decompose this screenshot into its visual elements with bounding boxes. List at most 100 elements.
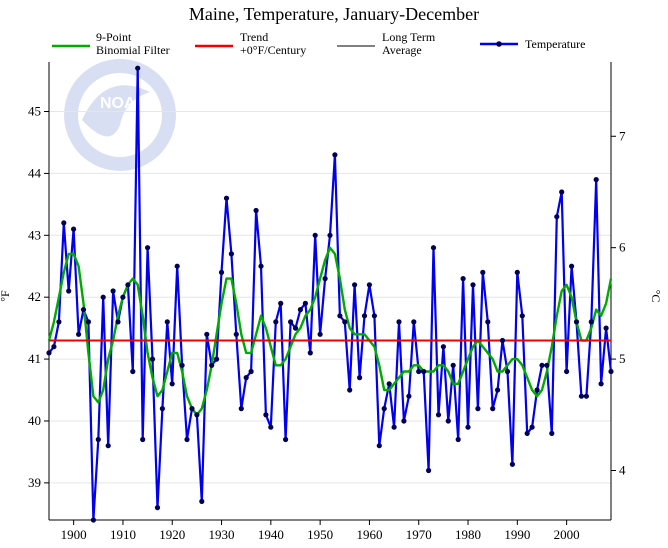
temperature-point-1999 [559, 189, 565, 195]
temperature-point-1990 [514, 269, 520, 275]
temperature-point-1896 [51, 344, 57, 350]
temperature-point-1944 [288, 319, 294, 325]
noaa-watermark-logo: NOAA [64, 59, 176, 171]
temperature-point-1970 [416, 368, 422, 375]
temperature-point-1984 [485, 319, 491, 325]
temperature-point-1975 [440, 344, 446, 350]
temperature-point-1913 [135, 65, 141, 71]
temperature-point-1937 [253, 207, 259, 214]
x-tick-label-1960: 1960 [356, 527, 382, 542]
temperature-point-1907 [105, 443, 111, 449]
binomial-filter-series-line [47, 246, 613, 416]
y-tick-label-f-40: 40 [28, 413, 41, 428]
temperature-point-1969 [411, 319, 417, 325]
temperature-point-1914 [140, 436, 146, 443]
temperature-point-1965 [391, 424, 397, 430]
temperature-point-1961 [371, 313, 377, 319]
temperature-point-1964 [386, 381, 392, 387]
temperature-point-1928 [209, 362, 215, 368]
temperature-point-1910 [120, 294, 126, 300]
temperature-point-1991 [519, 313, 525, 319]
legend-average-label-line2: Average [382, 43, 422, 57]
temperature-point-1925 [194, 412, 200, 418]
temperature-point-1921 [174, 263, 180, 269]
x-tick-label-1900: 1900 [61, 527, 87, 542]
temperature-point-2006 [593, 177, 599, 183]
temperature-point-1908 [110, 288, 116, 294]
temperature-point-1917 [154, 505, 161, 511]
temperature-point-2007 [598, 381, 604, 387]
y-tick-label-c-5: 5 [619, 351, 626, 366]
temperature-point-1929 [214, 356, 220, 362]
temperature-point-1916 [149, 356, 156, 362]
x-tick-label-1990: 1990 [504, 527, 530, 542]
temperature-point-1960 [366, 282, 372, 288]
y-tick-label-f-42: 42 [28, 289, 41, 304]
temperature-point-1979 [460, 276, 466, 282]
temperature-point-1967 [401, 418, 407, 424]
temperature-point-1977 [450, 362, 456, 368]
y-tick-label-c-7: 7 [619, 128, 626, 143]
temperature-point-1948 [307, 350, 313, 356]
temperature-point-2005 [588, 319, 594, 325]
temperature-point-1940 [268, 424, 274, 430]
temperature-point-1955 [342, 319, 348, 325]
temperature-point-2000 [564, 368, 570, 375]
temperature-point-1931 [223, 195, 230, 201]
temperature-point-1920 [169, 381, 175, 387]
temperature-point-1922 [179, 362, 185, 368]
temperature-point-1973 [430, 245, 437, 251]
temperature-point-1968 [406, 393, 412, 399]
y-axis-label-right: °C [649, 290, 663, 303]
temperature-point-1954 [337, 313, 343, 319]
temperature-point-1995 [539, 362, 545, 368]
temperature-point-1998 [554, 214, 560, 220]
temperature-point-1974 [435, 412, 442, 418]
x-tick-label-1970: 1970 [406, 527, 432, 542]
temperature-point-1906 [100, 294, 106, 300]
temperature-point-1912 [130, 368, 136, 375]
temperature-point-1947 [302, 300, 308, 306]
x-tick-label-1940: 1940 [258, 527, 284, 542]
temperature-point-1934 [238, 406, 244, 412]
temperature-point-1980 [465, 424, 471, 430]
temperature-point-1949 [312, 232, 318, 238]
temperature-point-1941 [273, 319, 279, 325]
y-tick-label-f-39: 39 [28, 475, 41, 490]
y-tick-label-f-43: 43 [28, 227, 41, 242]
temperature-point-1895 [46, 350, 52, 356]
temperature-point-1918 [159, 406, 165, 412]
temperature-point-2004 [583, 393, 590, 399]
x-tick-label-2000: 2000 [554, 527, 580, 542]
temperature-point-1982 [475, 406, 481, 412]
svg-text:NOAA: NOAA [100, 95, 148, 112]
temperature-point-1953 [332, 152, 338, 158]
temperature-point-1962 [376, 443, 382, 449]
legend: 9-Point Binomial Filter Trend +0°F/Centu… [52, 30, 585, 57]
temperature-point-2002 [573, 319, 580, 325]
y-tick-label-f-45: 45 [28, 104, 41, 119]
temperature-point-1935 [243, 375, 249, 381]
temperature-point-1963 [381, 406, 387, 412]
temperature-point-1898 [61, 220, 67, 226]
temperature-point-1903 [85, 319, 91, 325]
legend-filter-label-line1: 9-Point [96, 30, 132, 44]
temperature-point-1956 [347, 387, 353, 393]
temperature-point-2003 [578, 393, 585, 399]
chart-title: Maine, Temperature, January-December [189, 4, 479, 24]
temperature-point-1923 [184, 436, 190, 443]
temperature-point-1992 [524, 430, 530, 436]
temperature-point-1957 [352, 282, 358, 288]
temperature-point-1951 [322, 276, 328, 282]
temperature-point-1911 [125, 282, 131, 288]
temperature-point-1936 [248, 368, 254, 375]
legend-average-label-line1: Long Term [382, 30, 436, 44]
temperature-point-1983 [480, 269, 486, 275]
temperature-point-1926 [199, 498, 205, 504]
temperature-point-1900 [71, 226, 77, 232]
temperature-point-1952 [327, 232, 333, 238]
x-tick-label-1910: 1910 [110, 527, 136, 542]
temperature-point-1901 [76, 331, 82, 337]
y-axis-label-left: °F [0, 290, 12, 302]
